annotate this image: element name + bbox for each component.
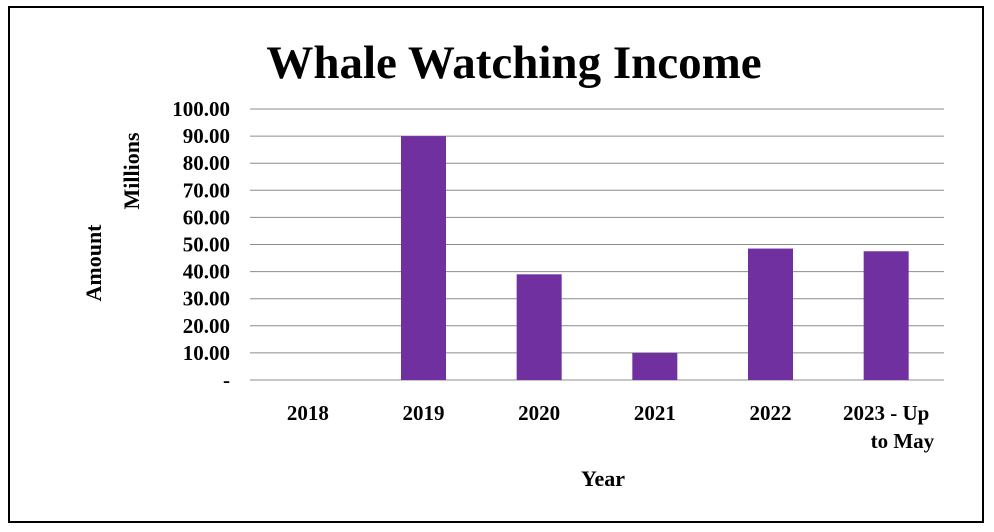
y-tick-label: 30.00 xyxy=(183,287,230,311)
y-tick-label: 90.00 xyxy=(183,124,230,148)
y-tick-labels: - 10.00 20.00 30.00 40.00 50.00 60.00 70.00 80.0… xyxy=(172,97,230,392)
bar xyxy=(632,352,678,380)
bar xyxy=(748,248,793,380)
x-tick-label: 2019 xyxy=(403,401,445,425)
chart-title: Whale Watching Income xyxy=(266,37,761,89)
bars xyxy=(401,136,909,380)
y-axis-label: Amount xyxy=(81,224,106,302)
y-tick-label: 20.00 xyxy=(183,314,230,338)
y-tick-label: 50.00 xyxy=(183,233,230,257)
x-tick-label: 2020 xyxy=(518,401,560,425)
x-tick-label: 2021 xyxy=(634,401,676,425)
chart-frame: Whale Watching Income - 10.00 20.00 30.00 40… xyxy=(8,6,984,523)
y-tick-label: 10.00 xyxy=(183,341,230,365)
x-axis-label: Year xyxy=(581,466,625,491)
gridlines xyxy=(250,108,944,381)
x-tick-label: 2022 xyxy=(750,401,792,425)
y-tick-label: 100.00 xyxy=(172,97,230,121)
x-tick-label: 2023 - Up xyxy=(843,401,929,425)
y-tick-label: 80.00 xyxy=(183,151,230,175)
y-axis-unit-label: Millions xyxy=(119,132,144,209)
bar xyxy=(516,274,562,380)
chart: Whale Watching Income - 10.00 20.00 30.00 40… xyxy=(81,37,944,491)
x-tick-label: 2018 xyxy=(287,401,329,425)
y-tick-label: 40.00 xyxy=(183,260,230,284)
y-tick-label: 60.00 xyxy=(183,205,230,229)
x-tick-label: to May xyxy=(871,429,935,453)
y-tick-label: 70.00 xyxy=(183,178,230,202)
bar xyxy=(401,136,446,380)
y-tick-label: - xyxy=(223,368,230,392)
bar xyxy=(863,251,909,380)
x-tick-labels: 2018 2019 2020 2021 2022 2023 - Up to May xyxy=(287,401,935,453)
